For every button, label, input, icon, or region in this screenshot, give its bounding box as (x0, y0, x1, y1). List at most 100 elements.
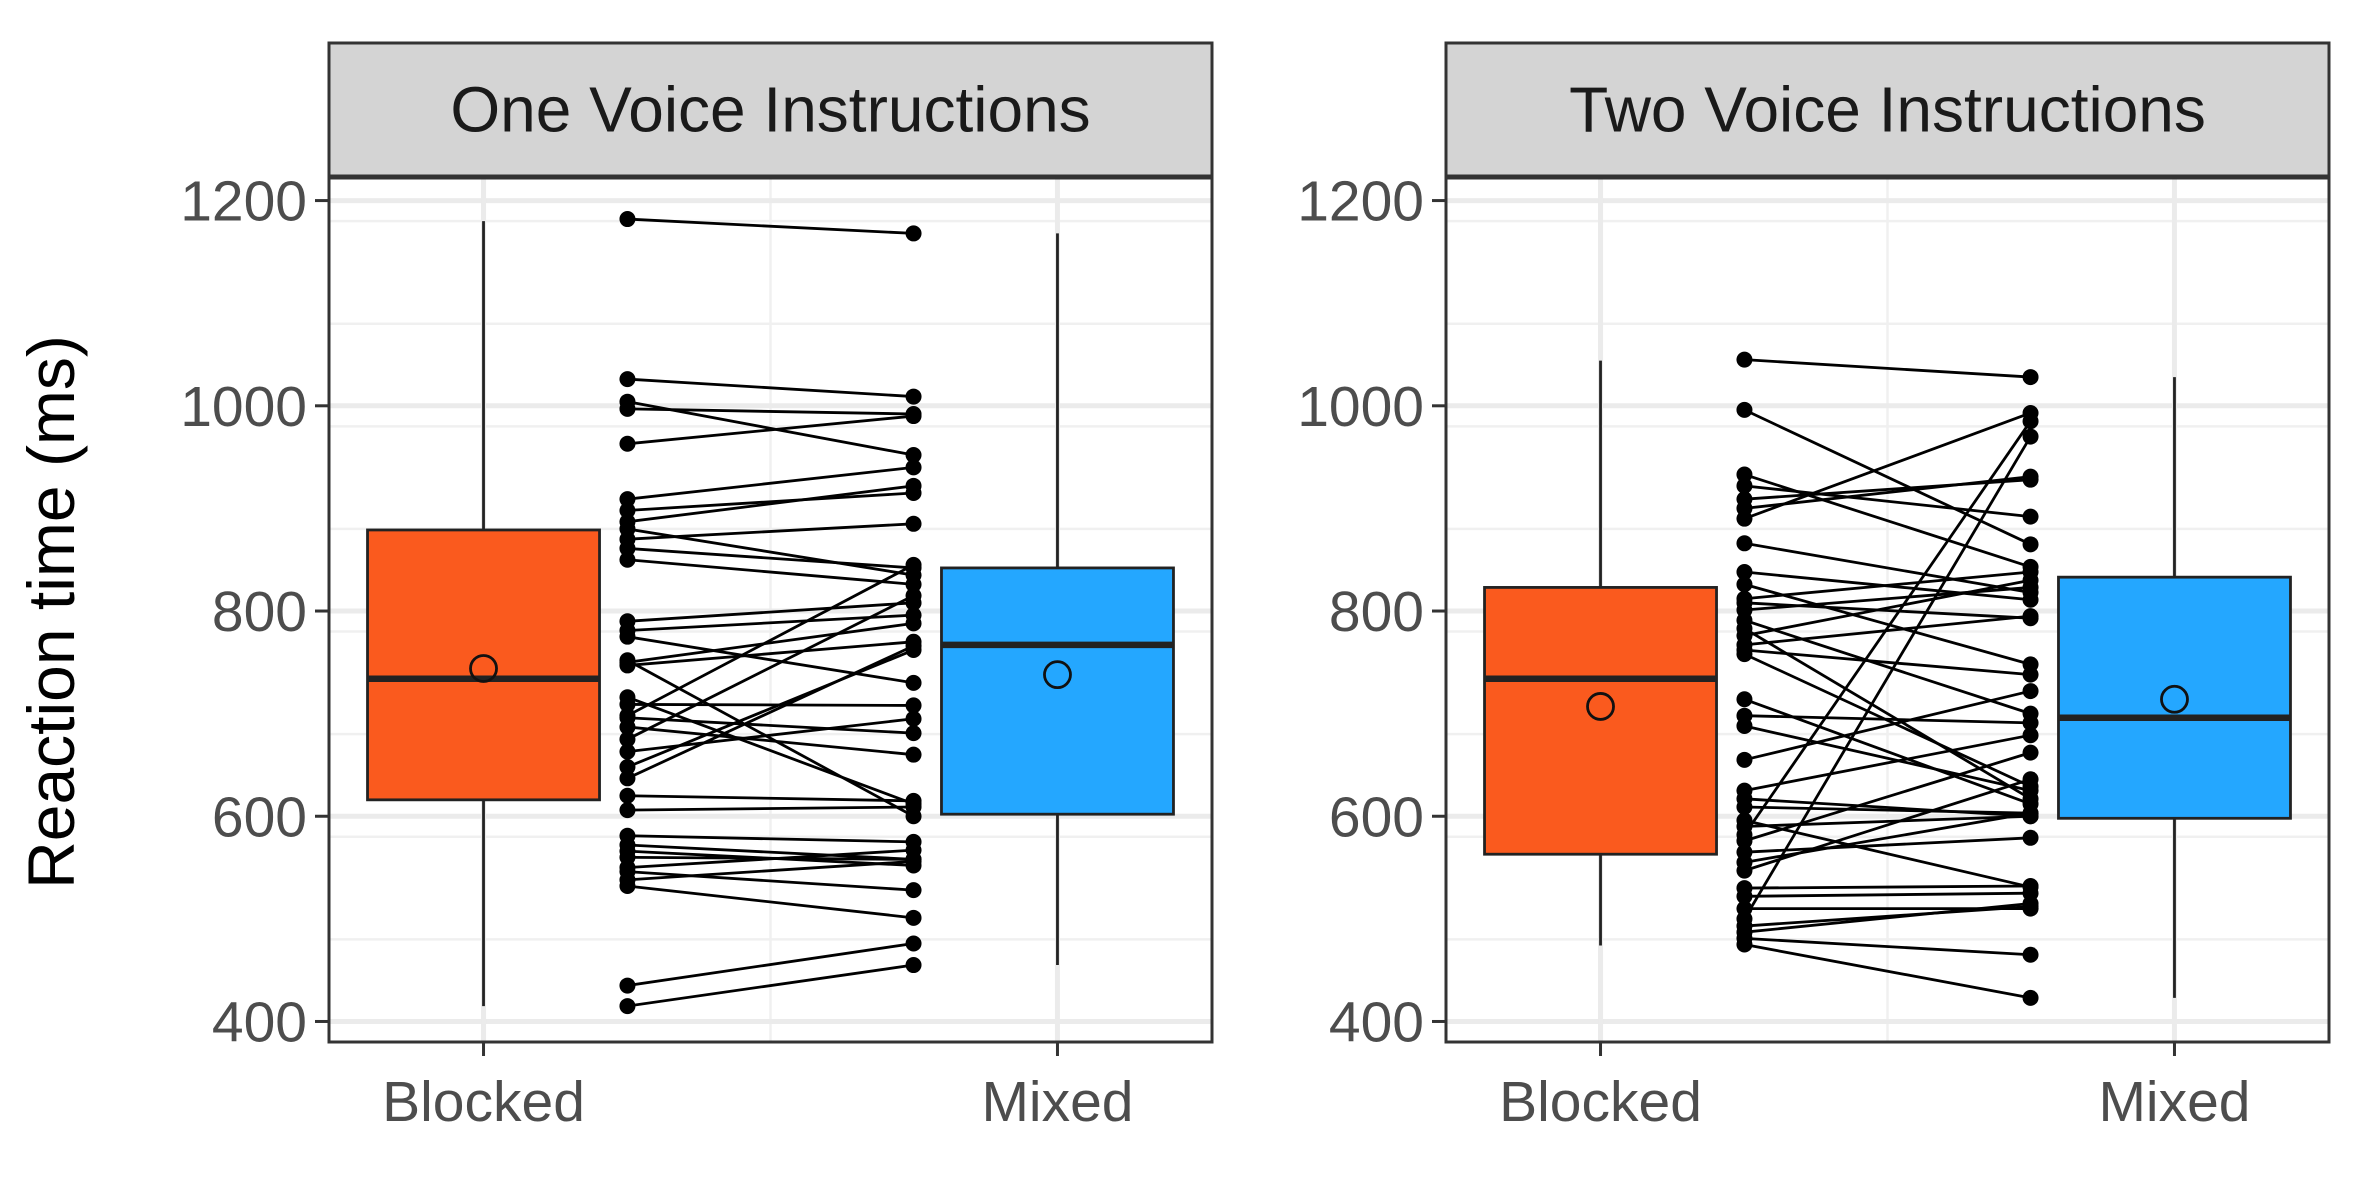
paired-line (1744, 905, 2031, 928)
paired-line (1744, 614, 2031, 647)
data-point-mixed (905, 459, 922, 476)
x-tick-label: Mixed (981, 1070, 1133, 1134)
paired-line (1744, 724, 2031, 792)
data-point-blocked (619, 540, 636, 557)
y-tick-label: 400 (212, 990, 307, 1054)
data-point-mixed (905, 576, 922, 593)
data-point-blocked (619, 502, 636, 519)
data-point-blocked (1736, 576, 1753, 593)
paired-line (627, 217, 914, 235)
data-point-mixed (2022, 683, 2039, 700)
paired-line (627, 484, 914, 524)
data-point-blocked (619, 878, 636, 895)
paired-line (1744, 777, 2031, 872)
paired-line (1744, 582, 2031, 666)
paired-line (1743, 435, 2032, 920)
paired-line (1744, 884, 2031, 890)
y-tick-label: 600 (212, 785, 307, 849)
facet-title: One Voice Instructions (450, 74, 1090, 146)
data-point-blocked (1736, 936, 1753, 953)
data-point-mixed (2022, 536, 2039, 553)
data-point-mixed (905, 697, 922, 714)
y-tick-label: 1200 (180, 170, 307, 234)
paired-line (627, 884, 914, 920)
paired-line (627, 640, 914, 667)
data-point-blocked (619, 731, 636, 748)
data-point-blocked (1736, 646, 1753, 663)
mean-marker (1043, 660, 1072, 690)
paired-line (1744, 484, 2031, 519)
data-point-mixed (905, 746, 922, 763)
paired-line (627, 635, 914, 685)
paired-line (627, 407, 914, 416)
data-point-mixed (2022, 369, 2039, 386)
data-point-blocked (619, 435, 636, 452)
paired-line (627, 414, 914, 446)
data-point-mixed (2022, 428, 2039, 445)
data-point-blocked (1736, 832, 1753, 849)
data-point-mixed (2022, 468, 2039, 485)
facet-panel-1: One Voice Instructions 400 600 800 1000 1200 B… (180, 41, 1214, 1134)
data-point-mixed (2022, 895, 2039, 912)
paired-line (1744, 733, 2031, 792)
data-point-mixed (2022, 744, 2039, 761)
paired-line (627, 558, 914, 586)
paired-line (627, 860, 914, 882)
box-iqr (366, 528, 601, 802)
data-point-mixed (905, 882, 922, 899)
data-point-mixed (905, 477, 922, 494)
paired-line (1744, 570, 2031, 601)
data-point-mixed (905, 842, 922, 859)
facet-title: Two Voice Instructions (1569, 74, 2206, 146)
data-point-mixed (2022, 805, 2039, 822)
data-point-blocked (1736, 564, 1753, 581)
data-point-mixed (905, 408, 922, 425)
data-point-mixed (905, 388, 922, 405)
paired-line (627, 805, 914, 812)
data-point-mixed (905, 515, 922, 532)
data-point-blocked (1736, 691, 1753, 708)
data-point-blocked (619, 628, 636, 645)
data-point-blocked (619, 770, 636, 787)
paired-line (627, 834, 914, 844)
data-point-mixed (2022, 591, 2039, 608)
data-point-mixed (2022, 608, 2039, 625)
paired-points (619, 211, 922, 1015)
paired-line (627, 621, 914, 664)
data-point-mixed (905, 725, 922, 742)
mean-marker (1586, 692, 1615, 721)
data-point-blocked (1736, 351, 1753, 368)
data-point-blocked (619, 977, 636, 994)
data-point-mixed (2022, 989, 2039, 1006)
data-point-mixed (905, 799, 922, 816)
paired-line (1744, 689, 2031, 762)
paired-line (1744, 618, 2031, 715)
data-point-mixed (905, 447, 922, 464)
data-point-mixed (2022, 666, 2039, 683)
paired-line (626, 563, 915, 717)
x-tick-label: Blocked (1499, 1070, 1702, 1134)
data-point-blocked (1736, 401, 1753, 418)
paired-line (1744, 578, 2031, 638)
data-point-mixed (905, 615, 922, 632)
facet-panels: One Voice Instructions 400 600 800 1000 1200 B… (180, 41, 2331, 1134)
data-point-mixed (905, 909, 922, 926)
data-point-mixed (905, 853, 922, 870)
facet-panel-2: Two Voice Instructions 400 600 800 1000 1200 B… (1297, 41, 2331, 1134)
x-tick-label: Blocked (382, 1070, 585, 1134)
data-point-mixed (2022, 714, 2039, 731)
paired-line (627, 963, 914, 1008)
data-point-blocked (1736, 862, 1753, 879)
data-point-mixed (905, 587, 922, 604)
paired-line (627, 377, 914, 398)
data-point-mixed (2022, 829, 2039, 846)
y-tick-label: 800 (212, 580, 307, 644)
mean-marker (469, 654, 498, 683)
paired-line (627, 547, 914, 570)
data-point-mixed (2022, 727, 2039, 744)
box-iqr (2057, 575, 2292, 820)
data-point-mixed (2022, 508, 2039, 525)
paired-line (1744, 891, 2031, 898)
paired-line (1744, 943, 2031, 1000)
data-point-blocked (1736, 466, 1753, 483)
